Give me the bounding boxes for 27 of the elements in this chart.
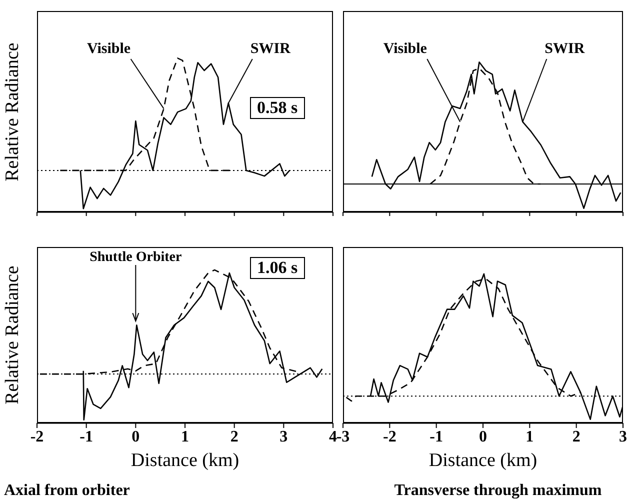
- annotation: 0.58 s: [250, 97, 305, 120]
- text: Visible: [86, 41, 131, 57]
- x-tick-label: -1: [80, 428, 93, 446]
- x-axis-title: Distance (km): [428, 450, 538, 472]
- x-tick-label: 4: [329, 428, 337, 446]
- x-tick-label: 1: [526, 428, 534, 446]
- x-tick-label: -2: [30, 428, 44, 446]
- x-axis-title: Distance (km): [130, 450, 240, 472]
- x-tick-label: 1: [181, 428, 189, 446]
- annotation: Shuttle Orbiter: [90, 250, 182, 265]
- x-tick-label: 3: [280, 428, 288, 446]
- x-tick-label: -1: [430, 428, 443, 446]
- y-axis-title: Relative Radiance: [2, 264, 24, 406]
- text: Visible: [383, 41, 428, 57]
- text: SWIR: [250, 41, 291, 57]
- x-tick-label: 3: [619, 428, 627, 446]
- x-tick-label: -2: [383, 428, 396, 446]
- text: SWIR: [544, 41, 585, 57]
- x-tick-label: -3: [336, 428, 350, 446]
- annotation: 1.06 s: [250, 257, 305, 279]
- text: Transverse through maximum: [393, 481, 603, 501]
- text: Axial from orbiter: [4, 481, 131, 501]
- x-tick-label: 0: [132, 428, 140, 446]
- y-axis-title: Relative Radiance: [2, 41, 24, 183]
- x-tick-label: 0: [479, 428, 487, 446]
- x-tick-label: 2: [230, 428, 238, 446]
- x-tick-label: 2: [572, 428, 580, 446]
